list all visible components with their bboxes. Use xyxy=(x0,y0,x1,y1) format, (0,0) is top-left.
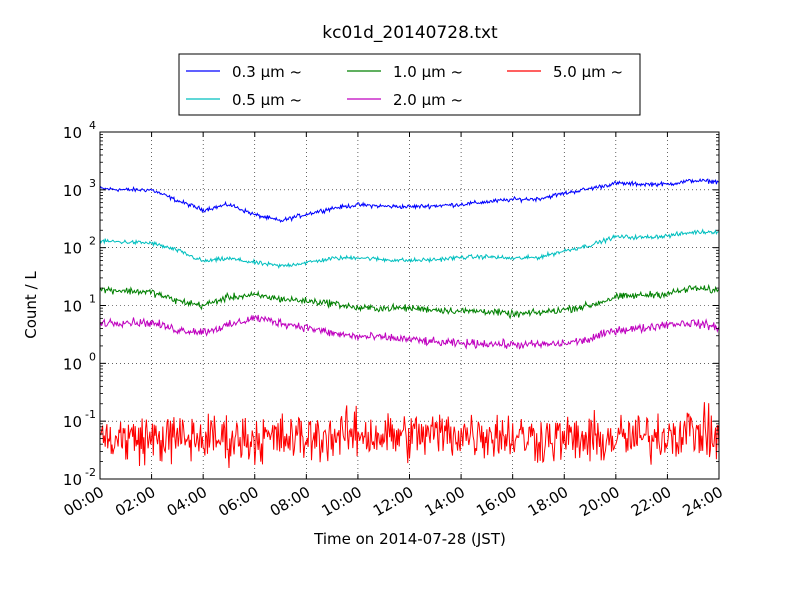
y-tick-exponent: -1 xyxy=(85,408,96,421)
x-tick-labels: 00:00 02:00 04:00 06:00 08:00 10:00 12:00 14:00… xyxy=(61,483,726,520)
x-tick-label: 22:00 xyxy=(628,483,674,520)
y-tick-label: 10 xyxy=(63,182,82,200)
y-tick-exponent: 1 xyxy=(89,293,96,306)
x-tick-label: 02:00 xyxy=(112,483,158,520)
legend-label: 5.0 μm ~ xyxy=(553,63,623,81)
chart-title: kc01d_20140728.txt xyxy=(322,23,498,43)
y-axis-label: Count / L xyxy=(22,271,40,339)
legend-label: 0.3 μm ~ xyxy=(232,63,302,81)
series-line-0.5 xyxy=(99,228,720,270)
x-tick-label: 18:00 xyxy=(525,483,571,520)
x-tick-label: 24:00 xyxy=(680,483,726,520)
y-tick-label: 10 xyxy=(63,240,82,258)
legend: 0.3 μm ~ 1.0 μm ~ 5.0 μm ~ 0.5 μm ~ 2.0 μm ~ xyxy=(178,53,641,116)
x-tick-label: 20:00 xyxy=(576,483,622,520)
legend-label: 1.0 μm ~ xyxy=(393,63,463,81)
x-tick-label: 06:00 xyxy=(215,483,261,520)
y-tick-exponent: -2 xyxy=(85,466,96,479)
ticks xyxy=(99,131,720,480)
series-layer xyxy=(99,178,720,469)
x-tick-label: 08:00 xyxy=(267,483,313,520)
series-line-1.0 xyxy=(99,283,720,320)
series-line-2.0 xyxy=(99,314,720,350)
y-tick-label: 10 xyxy=(63,355,82,373)
series-line-5.0 xyxy=(99,402,720,469)
y-tick-exponent: 4 xyxy=(89,119,96,132)
y-tick-exponent: 2 xyxy=(89,235,96,248)
x-tick-label: 04:00 xyxy=(164,483,210,520)
y-tick-exponent: 3 xyxy=(89,177,96,190)
x-tick-label: 16:00 xyxy=(473,483,519,520)
series-line-0.3 xyxy=(99,178,720,223)
legend-label: 2.0 μm ~ xyxy=(393,91,463,109)
y-tick-label: 10 xyxy=(63,471,82,489)
y-tick-label: 10 xyxy=(63,124,82,142)
y-tick-label: 10 xyxy=(63,298,82,316)
y-tick-label: 10 xyxy=(63,413,82,431)
x-axis-label: Time on 2014-07-28 (JST) xyxy=(313,530,506,548)
x-tick-label: 10:00 xyxy=(318,483,364,520)
x-tick-label: 12:00 xyxy=(370,483,416,520)
legend-box xyxy=(178,53,641,116)
y-tick-exponent: 0 xyxy=(89,350,96,363)
x-tick-label: 14:00 xyxy=(422,483,468,520)
legend-label: 0.5 μm ~ xyxy=(232,91,302,109)
